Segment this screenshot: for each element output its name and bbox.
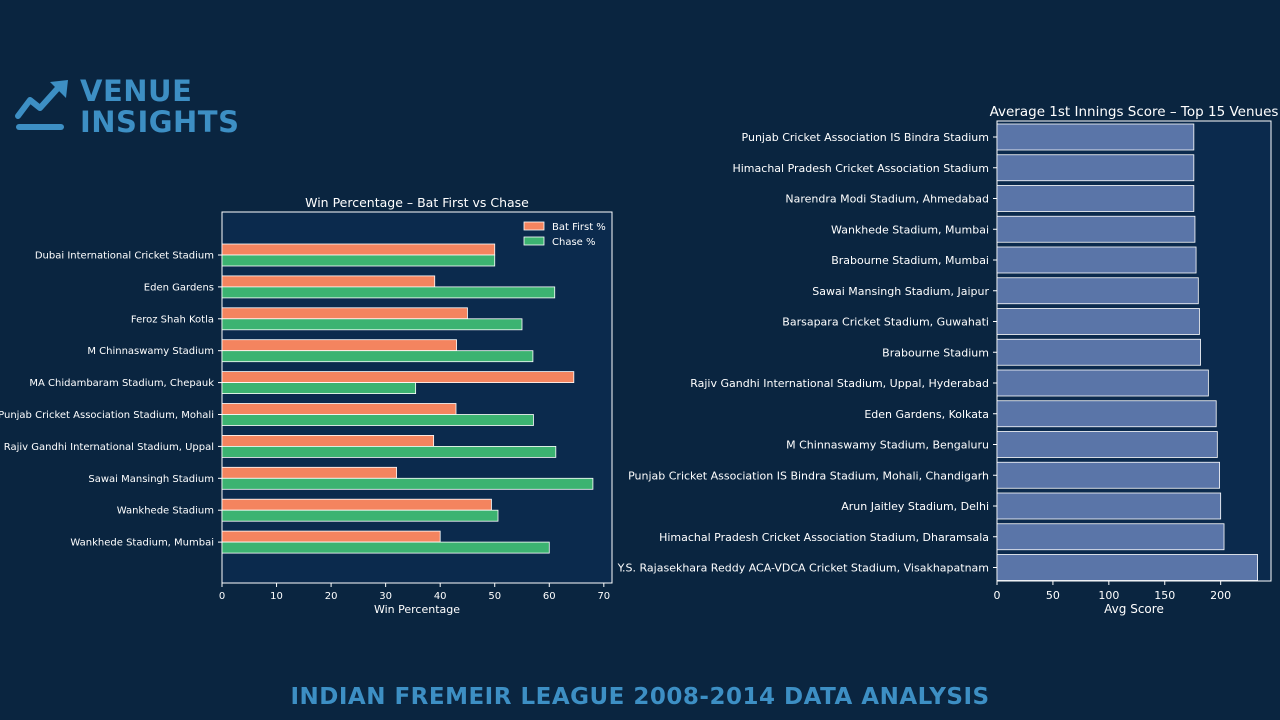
x-tick-label: 100	[1098, 589, 1119, 602]
y-tick-label: Arun Jaitley Stadium, Delhi	[841, 500, 989, 513]
y-tick-label: Dubai International Cricket Stadium	[35, 251, 214, 262]
bar-avg-score	[996, 461, 1220, 489]
y-tick-label: Wankhede Stadium, Mumbai	[831, 223, 989, 236]
y-tick-label: M Chinnaswamy Stadium, Bengaluru	[786, 439, 989, 452]
y-tick-label: Eden Gardens	[144, 282, 214, 293]
y-tick-label: Eden Gardens, Kolkata	[864, 408, 989, 421]
chart-title: Average 1st Innings Score – Top 15 Venue…	[990, 104, 1279, 120]
legend: Bat First % Chase %	[523, 221, 606, 248]
x-tick-label: 150	[1154, 589, 1175, 602]
bar-bat-first	[221, 339, 457, 352]
bar-chase	[221, 286, 556, 299]
bar-chase	[221, 350, 534, 363]
y-tick-label: Sawai Mansingh Stadium	[88, 474, 214, 485]
plot-area	[221, 211, 613, 584]
bar-chase	[221, 254, 496, 267]
bar-chase	[221, 414, 534, 426]
y-tick-label: Himachal Pradesh Cricket Association Sta…	[732, 162, 989, 175]
y-tick-label: MA Chidambaram Stadium, Chepauk	[29, 378, 214, 389]
bar-bat-first	[221, 307, 468, 320]
bar-avg-score	[996, 246, 1197, 274]
bar-bat-first	[221, 243, 496, 256]
y-tick-label: Rajiv Gandhi International Stadium, Uppa…	[4, 442, 214, 453]
bar-chase	[221, 318, 523, 331]
bar-chase	[221, 477, 594, 490]
x-tick-label: 60	[543, 591, 556, 602]
x-tick-label: 30	[379, 591, 392, 602]
x-tick-label: 0	[219, 591, 225, 602]
avg-score-chart: Average 1st Innings Score – Top 15 Venue…	[615, 104, 1279, 616]
x-tick-label: 10	[270, 591, 283, 602]
bar-bat-first	[221, 403, 457, 415]
bar-avg-score	[996, 154, 1195, 182]
bar-avg-score	[996, 400, 1217, 428]
bar-avg-score	[996, 431, 1218, 458]
y-tick-label: Dr. Y.S. Rajasekhara Reddy ACA-VDCA Cric…	[615, 562, 989, 575]
legend-swatch	[523, 236, 545, 246]
win-percentage-chart: Win Percentage – Bat First vs Chase Dubai…	[0, 195, 613, 616]
bar-bat-first	[221, 530, 441, 543]
bar-bat-first	[221, 371, 575, 384]
bar-avg-score	[996, 523, 1225, 551]
y-tick-label: Wankhede Stadium	[117, 506, 214, 517]
legend-label: Chase %	[552, 237, 596, 248]
trend-up-icon	[15, 80, 68, 130]
bar-bat-first	[221, 434, 435, 447]
legend-swatch	[523, 221, 545, 231]
y-tick-label: Rajiv Gandhi International Stadium, Uppa…	[690, 377, 989, 390]
bar-chase	[221, 445, 557, 458]
y-tick-label: Narendra Modi Stadium, Ahmedabad	[785, 193, 989, 206]
y-tick-label: Wankhede Stadium, Mumbai	[70, 538, 214, 549]
y-tick-label: Brabourne Stadium, Mumbai	[831, 254, 989, 267]
y-tick-label: Sawai Mansingh Stadium, Jaipur	[812, 285, 989, 298]
bar-avg-score	[996, 554, 1258, 581]
legend-label: Bat First %	[552, 222, 606, 233]
x-axis-label: Avg Score	[1104, 602, 1164, 616]
y-tick-label: Barsapara Cricket Stadium, Guwahati	[782, 316, 989, 329]
bar-bat-first	[221, 275, 436, 288]
x-tick-label: 50	[488, 591, 501, 602]
y-tick-label: Punjab Cricket Association Stadium, Moha…	[0, 410, 214, 421]
bar-bat-first	[221, 466, 397, 479]
y-tick-label: Brabourne Stadium	[882, 346, 989, 359]
bar-avg-score	[996, 215, 1196, 243]
y-tick-label: Punjab Cricket Association IS Bindra Sta…	[742, 131, 989, 144]
y-tick-label: M Chinnaswamy Stadium	[87, 346, 214, 357]
y-tick-label: Punjab Cricket Association IS Bindra Sta…	[628, 469, 989, 482]
bar-avg-score	[996, 308, 1200, 335]
x-tick-label: 50	[1046, 589, 1060, 602]
x-tick-label: 0	[994, 589, 1001, 602]
bar-avg-score	[996, 369, 1209, 397]
bar-avg-score	[996, 492, 1222, 520]
bar-avg-score	[996, 338, 1201, 366]
x-tick-label: 70	[597, 591, 610, 602]
venue-insights-logo: VENUE INSIGHTS	[14, 76, 239, 142]
logo-text: VENUE INSIGHTS	[80, 76, 239, 138]
x-axis-label: Win Percentage	[374, 603, 460, 616]
logo-line-1: VENUE	[80, 74, 193, 108]
y-tick-label: Himachal Pradesh Cricket Association Sta…	[659, 531, 989, 544]
bar-avg-score	[996, 277, 1199, 305]
x-tick-label: 200	[1210, 589, 1231, 602]
bar-chase	[221, 509, 499, 522]
bar-chase	[221, 382, 417, 395]
y-tick-label: Feroz Shah Kotla	[131, 314, 214, 325]
bar-chase	[221, 541, 550, 554]
x-tick-label: 20	[325, 591, 338, 602]
footer-title: INDIAN FREMEIR LEAGUE 2008-2014 DATA ANA…	[290, 684, 990, 710]
chart-title: Win Percentage – Bat First vs Chase	[305, 195, 529, 210]
bar-avg-score	[996, 185, 1195, 212]
bar-bat-first	[221, 498, 492, 511]
bar-avg-score	[996, 123, 1195, 151]
x-tick-label: 40	[434, 591, 447, 602]
logo-line-2: INSIGHTS	[80, 105, 240, 139]
